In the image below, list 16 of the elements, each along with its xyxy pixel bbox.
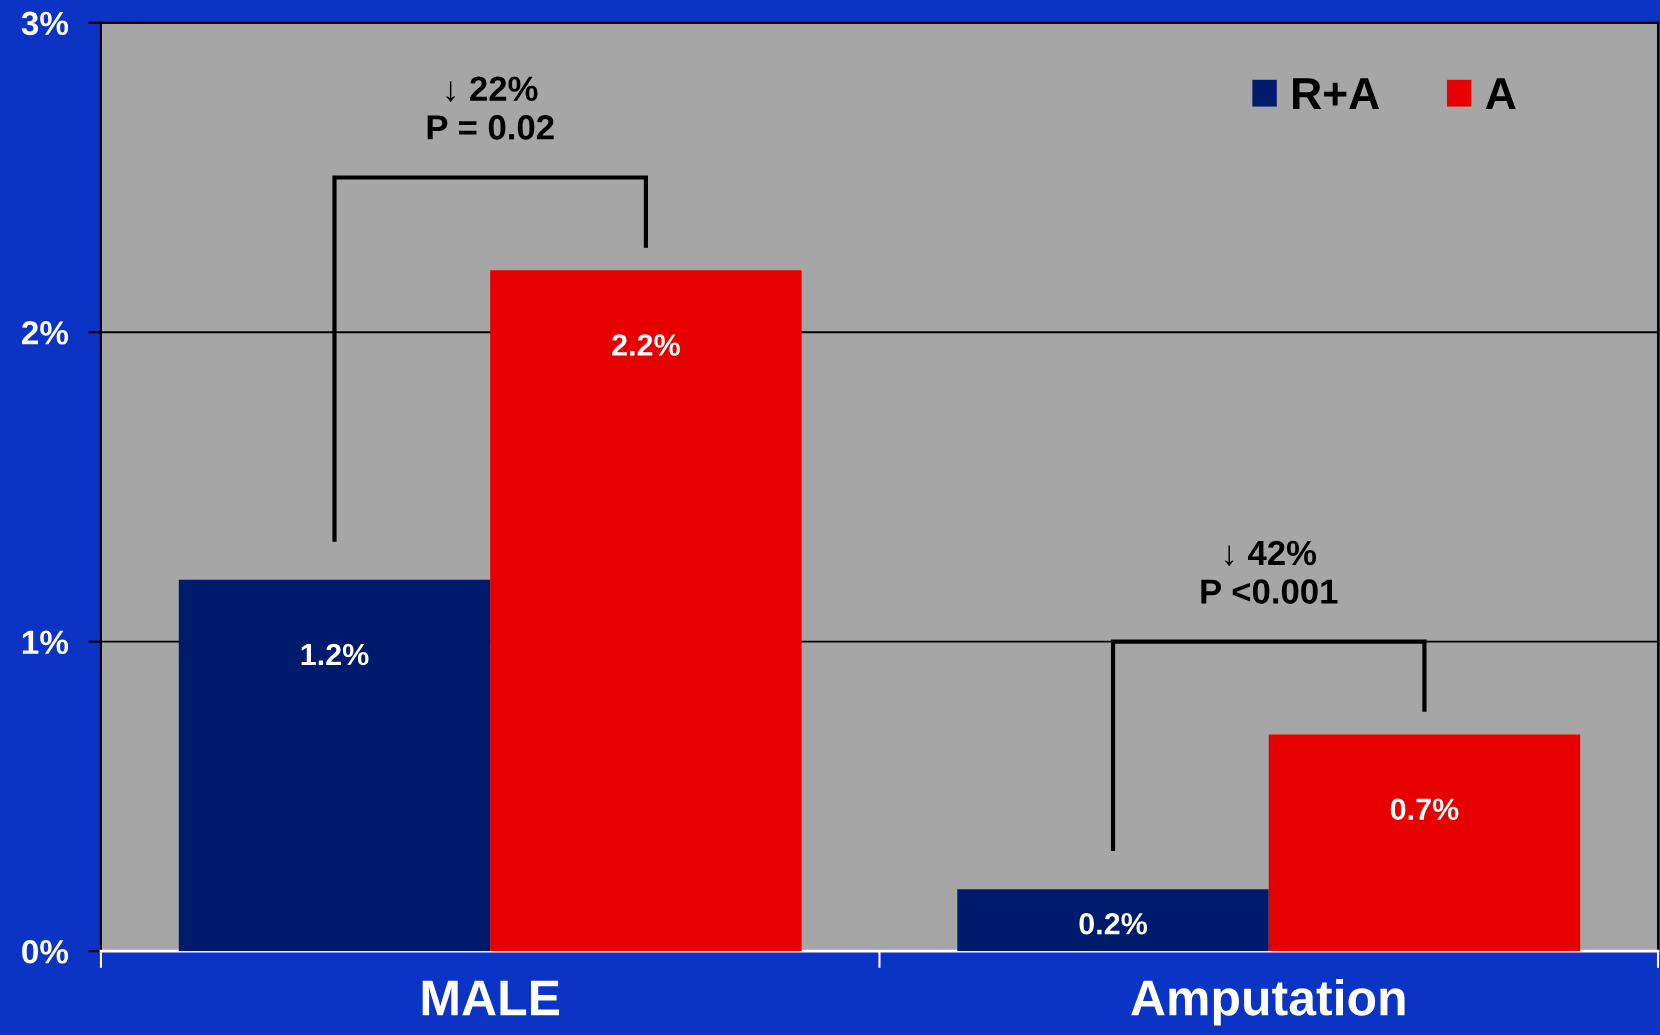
y-tick-label: 3% bbox=[21, 11, 69, 36]
x-tick-label: Amputation bbox=[1131, 978, 1405, 1026]
y-tick-label: 1% bbox=[22, 630, 69, 655]
legend-label: R+A bbox=[1293, 78, 1380, 109]
data-label: 2.2% bbox=[612, 334, 680, 356]
legend-label: A bbox=[1485, 78, 1516, 109]
bar bbox=[957, 889, 1269, 952]
bar bbox=[178, 579, 491, 952]
data-label: 0.7% bbox=[1390, 798, 1459, 821]
x-tick-label: MALE bbox=[422, 980, 560, 1016]
data-label: 1.2% bbox=[301, 643, 369, 666]
y-tick-label: 2% bbox=[21, 321, 69, 345]
annotation: ↓ 22% P = 0.02 bbox=[427, 76, 554, 140]
y-tick-label: 0% bbox=[22, 939, 69, 964]
annotation: ↓ 42% P <0.001 bbox=[1201, 540, 1338, 604]
data-label: 0.2% bbox=[1079, 912, 1148, 935]
